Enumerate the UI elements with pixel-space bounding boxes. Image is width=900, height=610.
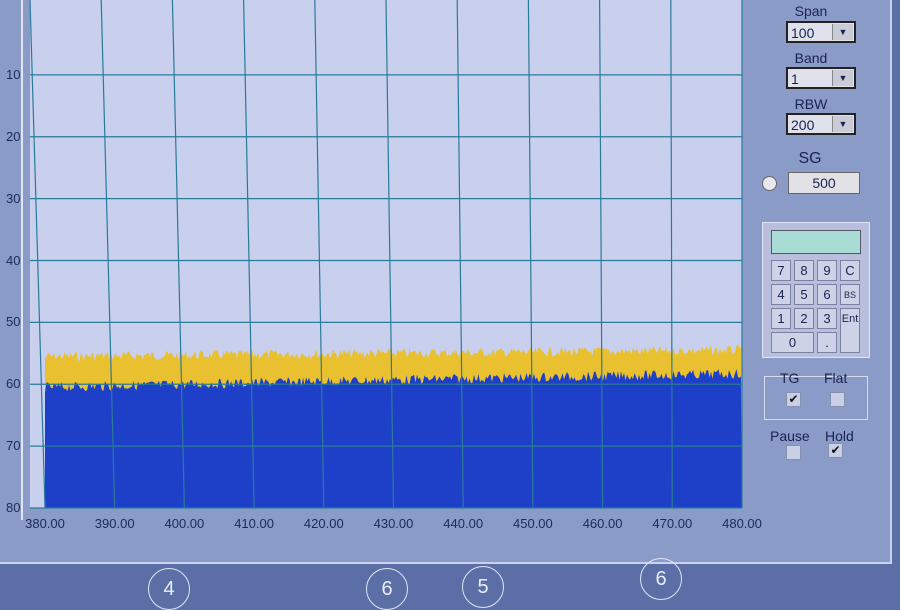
pause-label: Pause <box>770 428 810 444</box>
bezel-label: 4 <box>148 568 190 610</box>
key-0[interactable]: 0 <box>771 332 814 353</box>
keypad: 7 8 9 C 4 5 6 BS 1 2 3 Ent 0. <box>762 222 870 358</box>
rbw-select[interactable]: 200 ▼ <box>786 113 856 135</box>
y-tick-label: 30 <box>6 190 21 206</box>
grid-line-v <box>243 0 255 509</box>
grid-line-v <box>527 0 534 509</box>
grid-line-v <box>171 0 185 509</box>
band-label: Band <box>794 50 828 66</box>
y-tick-label: 20 <box>6 128 21 144</box>
chevron-down-icon[interactable]: ▼ <box>832 70 853 86</box>
rbw-label: RBW <box>794 96 828 112</box>
grid-line-v <box>670 0 673 509</box>
y-tick-label: 10 <box>6 66 21 82</box>
keypad-display <box>771 230 861 254</box>
sg-radio[interactable] <box>762 176 777 191</box>
key-5[interactable]: 5 <box>794 284 814 305</box>
key-c[interactable]: C <box>840 260 860 281</box>
key-1[interactable]: 1 <box>771 308 791 329</box>
y-tick-label: 50 <box>6 314 21 330</box>
x-tick-label: 480.00 <box>722 516 762 531</box>
key-bs[interactable]: BS <box>840 284 860 305</box>
tg-checkbox[interactable]: ✔ <box>786 392 801 407</box>
pause-checkbox[interactable] <box>786 445 801 460</box>
band-select[interactable]: 1 ▼ <box>786 67 856 89</box>
x-tick-label: 380.00 <box>25 516 65 531</box>
grid-line-v <box>456 0 464 509</box>
y-tick-label: 80 <box>6 500 21 515</box>
sg-label: SG <box>798 150 822 167</box>
flat-checkbox[interactable] <box>830 392 845 407</box>
key-8[interactable]: 8 <box>794 260 814 281</box>
grid-line-v <box>314 0 325 509</box>
x-tick-label: 390.00 <box>94 516 135 531</box>
x-tick-label: 420.00 <box>303 516 344 531</box>
x-tick-label: 400.00 <box>164 516 205 531</box>
bezel-label: 6 <box>640 558 682 600</box>
x-tick-label: 470.00 <box>652 516 693 531</box>
x-tick-label: 430.00 <box>373 516 414 531</box>
bezel-label: 5 <box>462 566 504 608</box>
y-tick-label: 40 <box>6 252 21 268</box>
key-6[interactable]: 6 <box>817 284 837 305</box>
trace-live <box>45 369 742 508</box>
tg-label: TG <box>780 370 800 386</box>
bezel-label: 6 <box>366 568 408 610</box>
grid-line-v <box>29 0 46 509</box>
grid-line-v <box>385 0 395 509</box>
key-dot[interactable]: . <box>817 332 837 353</box>
key-ent[interactable]: Ent <box>840 308 860 353</box>
grid-line-v <box>100 0 116 509</box>
chevron-down-icon[interactable]: ▼ <box>832 24 853 40</box>
y-tick-label: 60 <box>6 376 21 392</box>
x-tick-label: 460.00 <box>582 516 623 531</box>
grid-line-v <box>598 0 604 509</box>
key-7[interactable]: 7 <box>771 260 791 281</box>
key-2[interactable]: 2 <box>794 308 814 329</box>
x-tick-label: 450.00 <box>513 516 553 531</box>
y-tick-label: 70 <box>6 438 21 454</box>
key-9[interactable]: 9 <box>817 260 837 281</box>
hold-checkbox[interactable]: ✔ <box>828 443 843 458</box>
x-tick-label: 410.00 <box>234 516 274 531</box>
key-4[interactable]: 4 <box>771 284 791 305</box>
chevron-down-icon[interactable]: ▼ <box>832 116 853 132</box>
tg-flat-group <box>764 376 868 420</box>
flat-label: Flat <box>824 370 848 386</box>
hold-label: Hold <box>825 428 854 444</box>
sg-input[interactable]: 500 <box>788 172 860 194</box>
x-tick-label: 440.00 <box>443 516 484 531</box>
span-label: Span <box>794 3 828 19</box>
span-select[interactable]: 100 ▼ <box>786 21 856 43</box>
key-3[interactable]: 3 <box>817 308 837 329</box>
